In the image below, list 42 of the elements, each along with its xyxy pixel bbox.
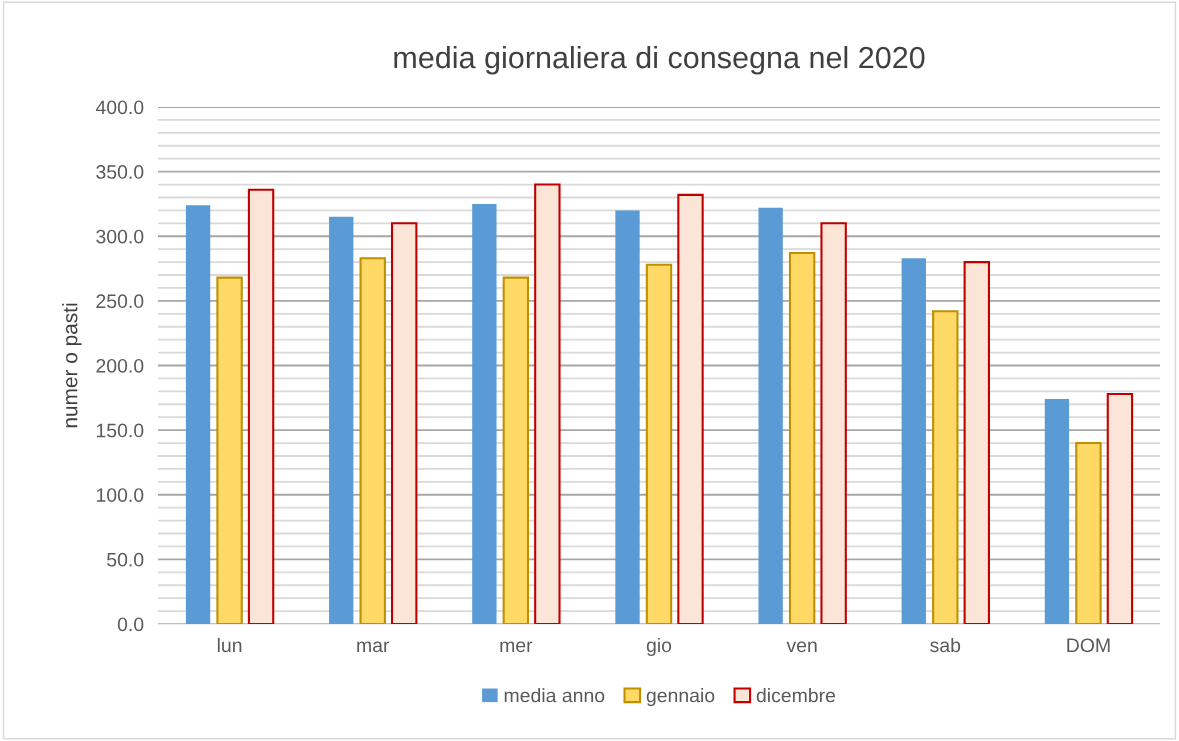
legend-label: dicembre [756,688,836,703]
y-tick-label: 150.0 [96,423,144,438]
x-tick-label: sab [930,637,961,653]
x-tick-label: mar [357,641,390,653]
bar [963,261,990,624]
y-tick-label: 0.0 [117,617,144,632]
bar [391,222,418,624]
bar [932,310,959,624]
x-tick-label: lun [217,637,242,653]
y-tick-label: 250.0 [96,294,144,309]
bar [329,216,354,624]
y-axis-title: numer o pasti [62,303,82,428]
bar [901,258,926,624]
bar [534,183,561,624]
bar [1106,392,1134,624]
bar [472,203,497,624]
y-tick-label: 400.0 [95,100,144,115]
y-tick-label: 350.0 [96,165,144,179]
bar [615,210,640,624]
bar [502,276,530,624]
x-tick-label: ven [786,641,817,653]
bar [359,257,386,624]
y-tick-label: 50.0 [107,552,144,567]
bar [1044,399,1070,624]
legend-label: media anno [504,688,605,703]
bar [185,205,211,624]
bar [247,188,275,624]
y-tick-label: 100.0 [96,488,144,502]
y-tick-label: 300.0 [96,229,144,244]
bar [645,263,673,624]
bar [758,207,783,624]
y-tick-label: 200.0 [96,358,144,373]
legend-label: gennaio [646,688,715,707]
chart-title: media giornaliera di consegna nel 2020 [394,45,925,75]
bar [820,222,847,624]
bar [216,276,243,624]
bar [1075,442,1102,624]
x-tick-label: DOM [1067,638,1110,653]
x-tick-label: mer [500,641,533,653]
x-tick-label: gio [646,637,672,657]
bar [677,193,704,624]
bar [788,252,816,624]
